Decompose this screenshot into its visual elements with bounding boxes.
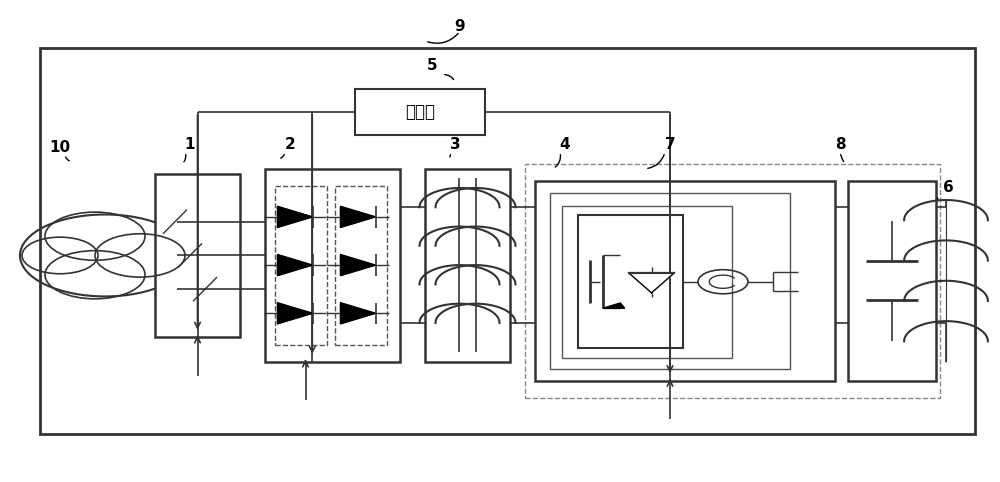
Text: 7: 7: [665, 137, 675, 152]
Bar: [335, 186, 387, 345]
Bar: [848, 181, 936, 381]
Text: 5: 5: [427, 57, 437, 73]
Polygon shape: [277, 303, 313, 324]
Text: 8: 8: [835, 137, 845, 152]
Polygon shape: [603, 303, 625, 308]
Polygon shape: [277, 206, 313, 228]
Text: 2: 2: [285, 137, 295, 152]
Text: 控制台: 控制台: [405, 103, 435, 121]
Bar: [425, 169, 510, 362]
Bar: [535, 181, 835, 381]
Bar: [275, 186, 327, 345]
Text: 10: 10: [49, 139, 71, 155]
Polygon shape: [340, 254, 376, 276]
Text: 6: 6: [943, 180, 953, 196]
Text: 9: 9: [455, 19, 465, 34]
Bar: [525, 164, 940, 398]
Polygon shape: [628, 273, 675, 293]
Bar: [355, 89, 485, 135]
Text: 3: 3: [450, 137, 460, 152]
Bar: [578, 215, 683, 348]
Bar: [265, 169, 400, 362]
Bar: [550, 193, 790, 369]
Polygon shape: [340, 303, 376, 324]
Bar: [155, 174, 240, 337]
Polygon shape: [340, 206, 376, 228]
Bar: [40, 48, 975, 434]
Text: 4: 4: [560, 137, 570, 152]
Bar: [562, 206, 732, 358]
Polygon shape: [277, 254, 313, 276]
Text: 1: 1: [185, 137, 195, 152]
